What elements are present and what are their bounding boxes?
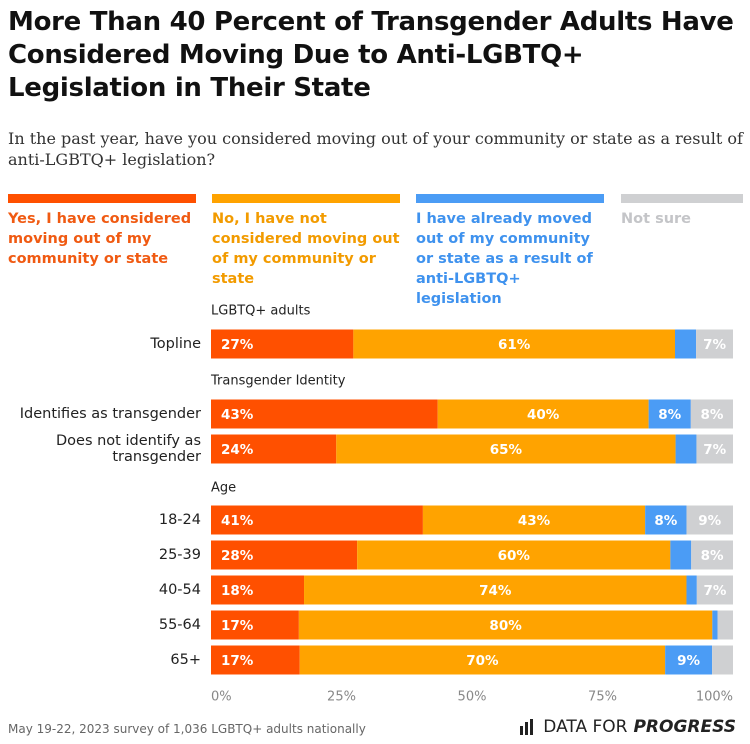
legend-label-not-considered: No, I have not considered moving out of … [212, 211, 400, 287]
legend-swatch-not-sure [621, 194, 743, 203]
bar-55-64-series-3 [712, 610, 718, 640]
data-label-identifies-as-transgender-series-1: 43% [221, 407, 254, 423]
legend-label-considered: Yes, I have considered moving out of my … [8, 211, 192, 267]
x-tick-label-3: 75% [588, 690, 617, 705]
bar-topline-series-4 [696, 329, 733, 359]
bar-18-24-series-1 [211, 505, 423, 535]
data-label-topline-series-2: 61% [498, 337, 531, 353]
bar-40-54-series-4 [696, 575, 733, 605]
bar-identifies-as-transgender-series-4 [690, 399, 733, 429]
data-label-18-24-series-4: 9% [698, 513, 721, 529]
category-label-55-64: 55-64 [159, 617, 201, 633]
bar-topline-series-1 [211, 329, 354, 359]
bar-identifies-as-transgender-series-1 [211, 399, 438, 429]
data-label-25-39-series-1: 28% [221, 548, 254, 564]
bar-65-series-4 [712, 645, 733, 675]
chart-title: More Than 40 Percent of Transgender Adul… [8, 7, 734, 103]
data-label-65-series-2: 70% [466, 653, 499, 669]
category-label-18-24: 18-24 [159, 512, 201, 528]
data-label-55-64-series-1: 17% [221, 618, 254, 634]
bar-does-not-identify-as-transgender-series-2 [336, 434, 676, 464]
bar-topline-series-3 [675, 329, 697, 359]
bar-does-not-identify-as-transgender-series-1 [211, 434, 337, 464]
legend-item-considered: Yes, I have considered moving out of my … [8, 194, 196, 269]
data-label-identifies-as-transgender-series-3: 8% [658, 407, 681, 423]
bar-does-not-identify-as-transgender-series-3 [675, 434, 697, 464]
category-label-65: 65+ [170, 652, 201, 668]
x-tick-label-0: 0% [211, 690, 232, 705]
data-label-55-64-series-2: 80% [489, 618, 522, 634]
category-label-does-not-identify-as-transgender-line-1: Does not identify as [56, 433, 201, 449]
bar-65-series-1 [211, 645, 300, 675]
bar-25-39-series-3 [670, 540, 692, 570]
data-label-18-24-series-3: 8% [654, 513, 677, 529]
bar-25-39-series-2 [357, 540, 671, 570]
x-tick-label-2: 50% [458, 690, 487, 705]
x-tick-label-1: 25% [327, 690, 356, 705]
legend-swatch-moved [416, 194, 604, 203]
data-label-40-54-series-1: 18% [221, 583, 254, 599]
category-label-40-54: 40-54 [159, 582, 201, 598]
category-label-topline: Topline [149, 336, 201, 352]
bar-18-24-series-3 [645, 505, 687, 535]
legend-swatch-not-considered [212, 194, 400, 203]
data-label-18-24-series-1: 41% [221, 513, 254, 529]
bar-40-54-series-3 [686, 575, 697, 605]
legend-item-not-considered: No, I have not considered moving out of … [212, 194, 400, 289]
legend-label-moved: I have already moved out of my community… [416, 211, 593, 307]
bar-does-not-identify-as-transgender-series-4 [696, 434, 733, 464]
legend-label-not-sure: Not sure [621, 211, 692, 227]
legend-swatch-considered [8, 194, 196, 203]
brand-logo: DATA FOR PROGRESS [519, 717, 736, 737]
bar-25-39-series-1 [211, 540, 358, 570]
data-label-does-not-identify-as-transgender-series-1: 24% [221, 442, 254, 458]
bar-identifies-as-transgender-series-3 [648, 399, 691, 429]
bar-40-54-series-1 [211, 575, 305, 605]
data-label-40-54-series-2: 74% [479, 583, 512, 599]
bar-40-54-series-2 [304, 575, 687, 605]
brand-prefix: DATA FOR [543, 717, 628, 737]
x-tick-label-4: 100% [696, 690, 733, 705]
category-label-identifies-as-transgender: Identifies as transgender [20, 406, 201, 422]
chart-subtitle: In the past year, have you considered mo… [8, 129, 743, 169]
legend-item-not-sure: Not sure [621, 194, 743, 229]
bar-topline-series-2 [353, 329, 675, 359]
data-label-18-24-series-2: 43% [518, 513, 551, 529]
legend-item-moved: I have already moved out of my community… [416, 194, 604, 309]
data-label-identifies-as-transgender-series-2: 40% [527, 407, 560, 423]
bar-18-24-series-2 [422, 505, 646, 535]
category-label-does-not-identify-as-transgender-line-2: transgender [112, 449, 201, 465]
bar-18-24-series-4 [686, 505, 733, 535]
data-label-does-not-identify-as-transgender-series-4: 7% [703, 442, 726, 458]
category-label-25-39: 25-39 [159, 547, 201, 563]
data-label-40-54-series-4: 7% [703, 583, 726, 599]
brand-strong: PROGRESS [633, 717, 736, 737]
data-label-25-39-series-2: 60% [498, 548, 531, 564]
group-label-lgbtq-adults: LGBTQ+ adults [211, 304, 311, 319]
data-label-65-series-1: 17% [221, 653, 254, 669]
data-label-topline-series-4: 7% [703, 337, 726, 353]
data-label-65-series-3: 9% [677, 653, 700, 669]
footer-note: May 19-22, 2023 survey of 1,036 LGBTQ+ a… [8, 722, 366, 736]
data-label-identifies-as-transgender-series-4: 8% [700, 407, 723, 423]
bar-chart-icon [520, 719, 534, 735]
bar-identifies-as-transgender-series-2 [437, 399, 649, 429]
group-label-transgender-identity: Transgender Identity [210, 374, 346, 389]
data-label-does-not-identify-as-transgender-series-2: 65% [490, 442, 523, 458]
bar-25-39-series-4 [691, 540, 733, 570]
bar-55-64-series-2 [298, 610, 713, 640]
bar-55-64-series-1 [211, 610, 299, 640]
data-label-25-39-series-4: 8% [701, 548, 724, 564]
bar-65-series-3 [665, 645, 713, 675]
bar-65-series-2 [299, 645, 666, 675]
bar-55-64-series-4 [717, 610, 733, 640]
data-label-topline-series-1: 27% [221, 337, 254, 353]
group-label-age: Age [211, 481, 236, 496]
